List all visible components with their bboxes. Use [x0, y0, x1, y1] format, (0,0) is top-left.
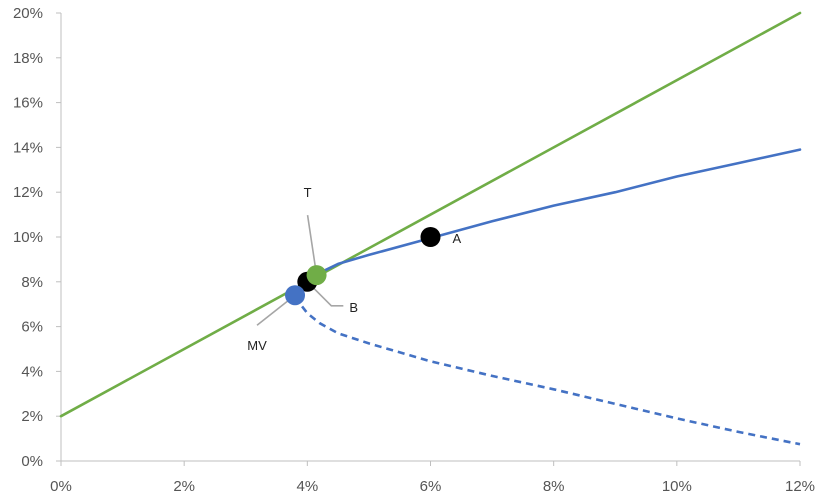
point-marker — [420, 227, 441, 247]
annotation-leader-line — [306, 214, 318, 276]
point-label: A — [453, 231, 462, 246]
y-tick-label: 8% — [21, 274, 43, 291]
y-tick-label: 6% — [21, 319, 43, 336]
x-tick-label: 2% — [173, 478, 195, 495]
x-tick-label: 12% — [785, 478, 815, 495]
point-marker — [306, 265, 327, 286]
annotation-label: T — [304, 185, 312, 200]
series-line-green — [59, 11, 802, 418]
x-tick-label: 4% — [296, 478, 318, 495]
y-tick-label: 10% — [13, 229, 43, 246]
annotation-label: MV — [247, 338, 267, 353]
x-tick-label: 0% — [50, 478, 72, 495]
annotation-leader-line — [306, 281, 344, 307]
y-tick-label: 12% — [13, 184, 43, 201]
x-tick-label: 8% — [543, 478, 565, 495]
point-marker — [285, 285, 306, 306]
y-tick-label: 14% — [13, 139, 43, 156]
y-tick-label: 0% — [21, 453, 43, 470]
y-tick-label: 16% — [13, 95, 43, 112]
y-tick-label: 4% — [21, 363, 43, 380]
x-tick-label: 10% — [662, 478, 692, 495]
y-tick-label: 2% — [21, 408, 43, 425]
x-tick-label: 6% — [420, 478, 442, 495]
series-curve-blue-solid — [296, 148, 802, 297]
y-tick-label: 20% — [13, 5, 43, 22]
annotation-label: B — [349, 300, 358, 315]
y-tick-label: 18% — [13, 50, 43, 67]
series-curve-blue-dashed — [296, 294, 801, 446]
